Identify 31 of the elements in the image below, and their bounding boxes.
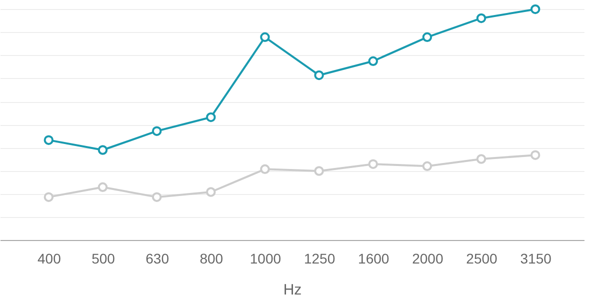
x-axis-title: Hz [283, 282, 302, 298]
point [314, 70, 324, 80]
point [98, 182, 108, 192]
point [530, 4, 540, 14]
point [422, 161, 432, 172]
x-tick-label: 2500 [466, 250, 498, 266]
point [476, 13, 486, 24]
x-tick-label: 630 [146, 250, 170, 266]
point [260, 32, 270, 42]
point [530, 150, 540, 160]
point [44, 192, 54, 202]
point [422, 32, 432, 42]
point [260, 164, 270, 174]
point [44, 135, 54, 145]
x-tick-label: 1600 [358, 250, 390, 266]
x-tick-label: 1250 [304, 250, 336, 266]
point [152, 126, 162, 136]
x-tick-label: 3150 [520, 250, 552, 266]
point [98, 145, 108, 155]
x-tick-label: 2000 [412, 250, 444, 266]
x-tick-label: 800 [200, 250, 224, 266]
point [314, 166, 324, 176]
point [152, 192, 162, 202]
x-tick-label: 400 [37, 250, 62, 266]
point [206, 112, 216, 122]
point [206, 187, 216, 197]
point [368, 56, 378, 66]
x-tick-label: 1000 [250, 250, 282, 266]
point [368, 159, 378, 169]
point [476, 154, 486, 164]
x-tick-label: 500 [92, 250, 116, 266]
